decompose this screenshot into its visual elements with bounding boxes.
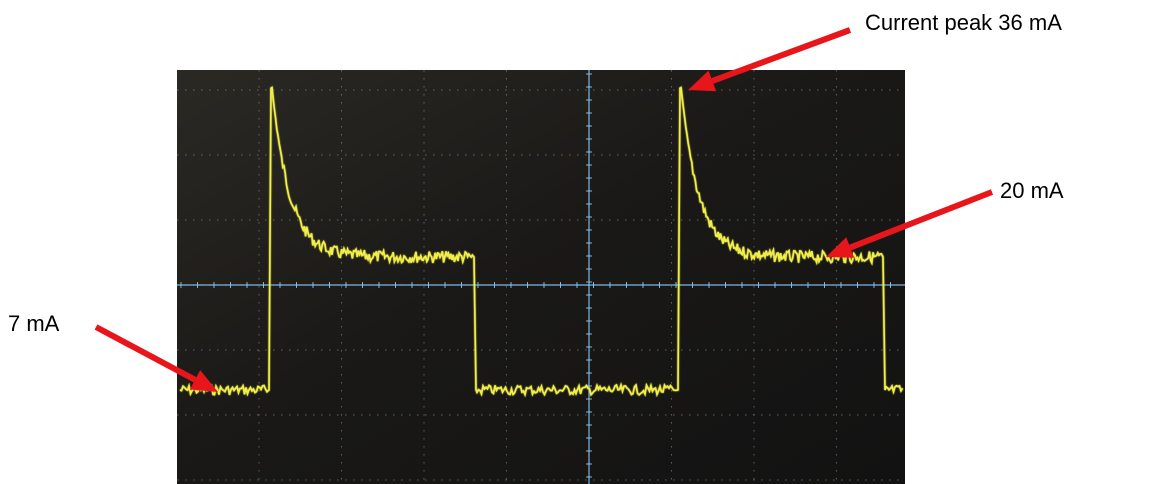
annotation-arrows [94,27,994,392]
scope-screen [177,70,905,484]
annotation-20ma: 20 mA [1000,178,1064,203]
arrow-20ma [826,189,994,258]
scope-center-axes [177,70,905,484]
annotation-current-peak: Current peak 36 mA [865,10,1062,35]
annotation-7ma: 7 mA [8,311,60,336]
current-trace [179,86,904,398]
arrow-current-peak [688,27,852,92]
arrow-7ma [94,324,218,392]
